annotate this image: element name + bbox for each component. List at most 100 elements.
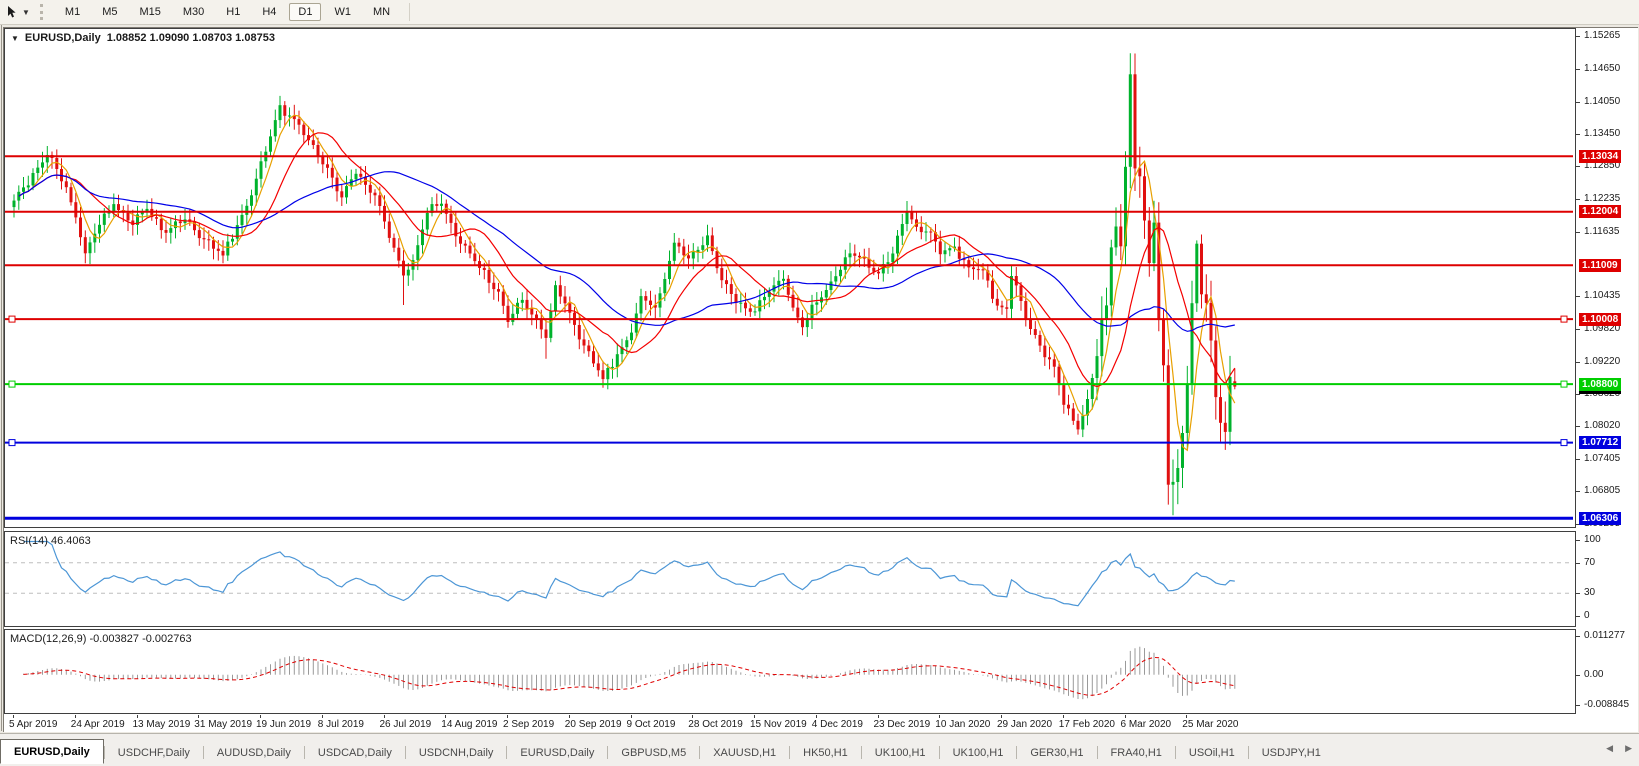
rsi-label: RSI(14) 46.4063	[10, 535, 91, 547]
price-tick-label: 1.14650	[1584, 63, 1621, 75]
price-tick	[1576, 101, 1580, 103]
timeframe-button-m1[interactable]: M1	[64, 6, 81, 18]
date-label: 2 Sep 2019	[503, 719, 555, 730]
macd-panel[interactable]: MACD(12,26,9) -0.003827 -0.002763	[4, 629, 1576, 714]
timeframe-button-h4[interactable]: H4	[262, 6, 277, 18]
tab-usdcnh-daily-4[interactable]: USDCNH,Daily	[418, 746, 494, 759]
tab-hk50-h1-8[interactable]: HK50,H1	[803, 746, 848, 759]
date-tick	[815, 715, 817, 718]
timeframe-button-h1[interactable]: H1	[226, 6, 241, 18]
window-left-edge	[1, 25, 2, 731]
macd-tick-label: -0.008845	[1584, 699, 1630, 710]
price-chart-panel[interactable]: ▼ EURUSD,Daily 1.08852 1.09090 1.08703 1…	[4, 28, 1576, 528]
tab-audusd-daily-2[interactable]: AUDUSD,Daily	[216, 746, 291, 759]
price-tick-label: 1.12850	[1584, 160, 1621, 172]
tab-usdcad-daily-3[interactable]: USDCAD,Daily	[317, 746, 392, 759]
date-tick	[1186, 715, 1188, 718]
date-tick	[13, 715, 14, 718]
date-label: 29 Jan 2020	[997, 719, 1053, 730]
chevron-left-icon[interactable]: ◀	[1606, 743, 1614, 753]
price-tick-label: 1.11635	[1584, 225, 1620, 237]
candlestick-chart[interactable]	[5, 29, 1573, 525]
date-label: 13 May 2019	[132, 719, 191, 730]
date-tick	[877, 715, 879, 718]
level-label-1-10008[interactable]: 1.10008	[1579, 312, 1622, 326]
price-tick	[1576, 491, 1580, 493]
date-tick	[939, 715, 941, 718]
date-label: 25 Mar 2020	[1182, 719, 1239, 730]
tab-ger30-h1-11[interactable]: GER30,H1	[1030, 746, 1084, 759]
date-label: 23 Dec 2019	[873, 719, 931, 730]
tab-uk100-h1-10[interactable]: UK100,H1	[952, 746, 1004, 759]
date-tick	[383, 715, 385, 718]
date-tick	[260, 715, 261, 718]
rsi-tick-label: 70	[1584, 556, 1596, 568]
macd-tick-label: 0.011277	[1584, 630, 1625, 641]
level-label-1-12004[interactable]: 1.12004	[1579, 205, 1622, 219]
rsi-tick	[1576, 616, 1580, 617]
tab-separator	[1096, 746, 1098, 759]
timeframe-button-m30[interactable]: M30	[182, 6, 205, 18]
tab-separator	[404, 746, 406, 759]
tab-separator	[1016, 746, 1018, 759]
tab-separator	[103, 746, 105, 759]
date-axis[interactable]: 5 Apr 2019 24 Apr 2019 13 May 2019 31 May 2…	[4, 715, 1576, 732]
timeframe-button-m15[interactable]: M15	[139, 6, 161, 18]
tab-separator	[860, 746, 862, 759]
timeframe-button-d1[interactable]: D1	[289, 3, 322, 21]
window-menu-icon[interactable]: ▼	[11, 33, 19, 43]
macd-tick-label: 0.00	[1584, 668, 1604, 680]
timeframe-button-m5[interactable]: M5	[102, 6, 118, 18]
date-label: 6 Mar 2020	[1120, 719, 1172, 730]
timeframe-button-w1[interactable]: W1	[334, 6, 351, 18]
tab-xauusd-h1-7[interactable]: XAUUSD,H1	[713, 746, 777, 759]
price-tick	[1576, 296, 1580, 298]
level-label-1-06306[interactable]: 1.06306	[1579, 511, 1622, 525]
date-tick	[754, 715, 755, 718]
rsi-plot	[5, 540, 1573, 607]
level-label-1-11009[interactable]: 1.11009	[1579, 258, 1621, 272]
date-tick	[1001, 715, 1002, 718]
cursor-icon	[4, 5, 20, 20]
chevron-right-icon[interactable]: ▶	[1625, 743, 1632, 753]
toolbar-separator	[409, 3, 411, 21]
cursor-tool-button[interactable]: ▼	[4, 5, 30, 20]
date-label: 8 Jul 2019	[317, 719, 364, 730]
tab-usdchf-daily-1[interactable]: USDCHF,Daily	[117, 746, 190, 759]
timeframe-button-mn[interactable]: MN	[372, 6, 391, 18]
date-label: 4 Dec 2019	[811, 719, 863, 730]
date-label: 17 Feb 2020	[1058, 719, 1115, 730]
top-toolbar: ▼ M1 M5 M15 M30 H1 H4 D1 W1 MN	[0, 0, 1639, 25]
tab-eurusd-daily-0[interactable]: EURUSD,Daily	[0, 739, 104, 764]
level-label-1-08800[interactable]: 1.08800	[1579, 377, 1622, 391]
price-tick	[1576, 231, 1580, 233]
price-tick	[1576, 199, 1580, 201]
chart-window: ▼ EURUSD,Daily 1.08852 1.09090 1.08703 1…	[3, 27, 1638, 732]
price-axis[interactable]: 1.15265 1.14650 1.14050 1.13450 1.12850 1.122…	[1576, 28, 1638, 732]
tab-gbpusd-m5-6[interactable]: GBPUSD,M5	[621, 746, 687, 759]
macd-label: MACD(12,26,9) -0.003827 -0.002763	[10, 633, 192, 645]
price-tick	[1576, 36, 1580, 38]
date-tick	[136, 715, 138, 718]
date-label: 26 Jul 2019	[379, 719, 432, 730]
price-tick-label: 1.13450	[1584, 127, 1621, 139]
date-label: 5 Apr 2019	[9, 719, 58, 730]
level-label-1-13034[interactable]: 1.13034	[1579, 149, 1622, 163]
tab-fra40-h1-12[interactable]: FRA40,H1	[1110, 746, 1162, 759]
tab-separator	[699, 746, 701, 759]
tab-usdjpy-h1-14[interactable]: USDJPY,H1	[1261, 746, 1321, 759]
tab-usoil-h1-13[interactable]: USOil,H1	[1188, 746, 1235, 759]
tab-eurusd-daily-5[interactable]: EURUSD,Daily	[520, 746, 595, 759]
rsi-panel[interactable]: RSI(14) 46.4063	[4, 531, 1576, 627]
tab-uk100-h1-9[interactable]: UK100,H1	[874, 746, 926, 759]
macd-tick	[1576, 636, 1580, 637]
rsi-tick	[1576, 593, 1580, 595]
tab-separator	[202, 746, 204, 759]
tab-scroll-buttons: ◀ ▶	[1603, 742, 1635, 755]
price-tick	[1576, 133, 1580, 135]
chevron-down-icon[interactable]: ▼	[22, 7, 30, 17]
tab-separator	[1174, 746, 1176, 759]
level-label-1-07712[interactable]: 1.07712	[1579, 436, 1622, 450]
price-tick	[1576, 459, 1580, 461]
date-tick	[568, 715, 570, 718]
